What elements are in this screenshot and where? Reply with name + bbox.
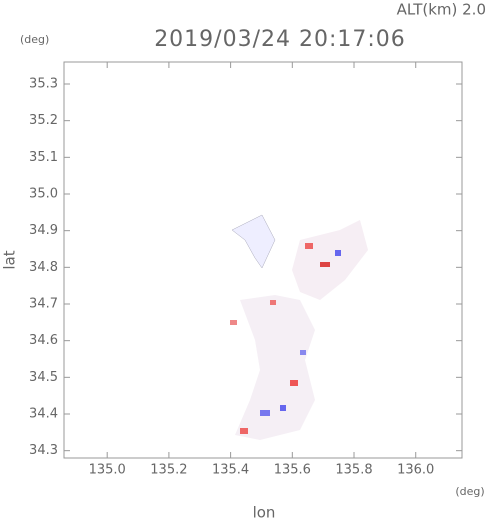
y-tick-label: 34.7 [29,297,58,312]
x-tick-label: 135.0 [89,463,126,478]
echo-cell [335,250,341,256]
chart-title: 2019/03/24 20:17:06 [154,27,406,52]
subtitle: ALT(km) 2.0 [397,1,486,19]
x-axis-label: lon [253,504,276,521]
echo-cell [280,405,286,411]
y-tick-label: 34.3 [29,443,58,458]
y-tick-label: 35.3 [29,77,58,92]
echo-cell [230,320,237,325]
y-tick-label: 34.5 [29,370,58,385]
x-tick-label: 136.0 [397,463,434,478]
echo-area [292,220,368,300]
y-tick-label: 34.9 [29,223,58,238]
echo-area [231,214,276,269]
x-tick-label: 135.8 [335,463,372,478]
echo-cell [305,243,313,249]
y-tick-label: 35.1 [29,150,58,165]
y-unit: (deg) [20,33,49,46]
x-tick-label: 135.4 [212,463,249,478]
echo-cell [290,380,298,386]
y-tick-label: 34.6 [29,333,58,348]
y-tick-label: 35.0 [29,187,58,202]
y-axis-label: lat [1,250,19,269]
echo-cell [260,410,270,416]
echo-cell [320,262,330,267]
echo-cell [300,350,306,355]
echo-cell [270,300,276,305]
y-tick-label: 34.4 [29,407,58,422]
y-tick-label: 35.2 [29,113,58,128]
plot-frame [63,61,463,459]
x-unit: (deg) [455,485,484,498]
x-tick-label: 135.6 [274,463,311,478]
x-tick-label: 135.2 [150,463,187,478]
echo-field [230,214,368,440]
y-tick-label: 34.8 [29,260,58,275]
echo-cell [240,428,248,434]
echo-area [235,295,315,440]
